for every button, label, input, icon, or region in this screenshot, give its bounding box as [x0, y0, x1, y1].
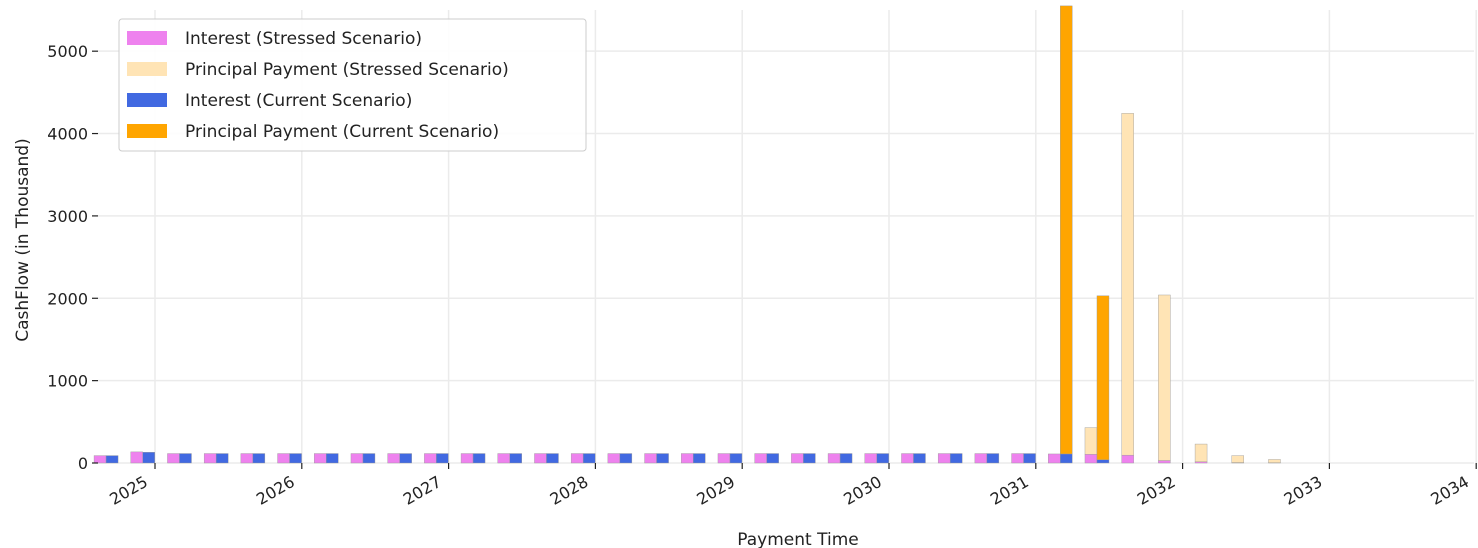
bar-interest-current: [509, 453, 522, 464]
bar-interest-current: [1060, 453, 1073, 464]
bar-interest-stressed: [644, 453, 657, 464]
bar-interest-stressed: [167, 453, 180, 464]
bar-interest-current: [472, 453, 486, 464]
legend-swatch-interest-current: [127, 93, 167, 107]
bar-interest-current: [803, 453, 816, 464]
legend-swatch-principal-current: [127, 124, 167, 138]
bar-interest-current: [729, 453, 743, 464]
x-tick-label: 2025: [106, 472, 151, 509]
bar-interest-stressed: [791, 453, 804, 464]
legend-label-principal-stressed: Principal Payment (Stressed Scenario): [185, 60, 509, 80]
bar-principal-current: [1096, 295, 1110, 460]
x-tick-label: 2032: [1134, 472, 1179, 509]
bar-interest-current: [986, 453, 1000, 464]
y-tick-label: 0: [78, 454, 88, 473]
y-axis-label: CashFlow (in Thousand): [13, 138, 33, 341]
x-tick-label: 2028: [547, 472, 592, 509]
bar-interest-current: [1023, 453, 1036, 464]
bar-interest-stressed: [497, 453, 510, 464]
bar-interest-current: [362, 453, 376, 464]
legend-swatch-principal-stressed: [127, 62, 167, 76]
bar-interest-stressed: [864, 453, 877, 464]
bar-interest-stressed: [827, 453, 841, 464]
bar-interest-stressed: [937, 453, 951, 464]
bar-interest-stressed: [350, 453, 364, 464]
legend-frame: [118, 18, 587, 152]
bar-interest-stressed: [1048, 453, 1061, 464]
bar-interest-stressed: [203, 453, 217, 464]
bar-interest-stressed: [681, 453, 694, 464]
bar-interest-stressed: [424, 453, 437, 464]
bar-interest-current: [1096, 459, 1110, 464]
bar-interest-current: [582, 453, 596, 464]
bar-interest-stressed: [901, 453, 914, 464]
legend: Interest (Stressed Scenario) Principal P…: [118, 18, 587, 152]
bar-interest-current: [656, 453, 669, 464]
legend-label-interest-current: Interest (Current Scenario): [185, 91, 412, 111]
bar-interest-stressed: [277, 453, 290, 464]
y-tick-label: 3000: [47, 207, 88, 226]
bar-principal-stressed: [1121, 113, 1134, 456]
bar-interest-current: [766, 453, 779, 464]
bar-interest-current: [399, 453, 412, 464]
bar-interest-current: [436, 453, 449, 464]
x-tick-label: 2027: [400, 472, 445, 509]
x-tick-label: 2033: [1281, 472, 1326, 509]
bar-interest-stressed: [607, 453, 621, 464]
bar-interest-current: [105, 455, 119, 464]
x-tick-label: 2026: [253, 472, 298, 509]
bar-interest-stressed: [240, 453, 254, 464]
bar-interest-stressed: [130, 451, 143, 464]
bar-interest-current: [839, 453, 853, 464]
bar-interest-current: [142, 452, 155, 464]
bar-interest-stressed: [1011, 453, 1024, 464]
y-tick-label: 1000: [47, 372, 88, 391]
bars-layer: [93, 5, 1281, 464]
legend-label-interest-stressed: Interest (Stressed Scenario): [185, 29, 422, 49]
bar-interest-stressed: [314, 453, 327, 464]
legend-swatch-interest-stressed: [127, 31, 167, 45]
bar-principal-stressed: [1158, 294, 1171, 461]
bar-interest-stressed: [974, 453, 988, 464]
bar-principal-stressed: [1268, 459, 1281, 463]
bar-interest-current: [179, 453, 192, 464]
bar-interest-current: [619, 453, 633, 464]
bar-interest-current: [326, 453, 339, 464]
bar-interest-stressed: [717, 453, 731, 464]
bar-interest-stressed: [93, 455, 107, 464]
x-tick-label: 2034: [1427, 472, 1472, 509]
bar-interest-stressed: [570, 453, 584, 464]
bar-interest-stressed: [754, 453, 767, 464]
x-tick-label: 2030: [840, 472, 885, 509]
bar-interest-current: [252, 453, 266, 464]
x-axis-label: Payment Time: [737, 530, 858, 548]
bar-interest-stressed: [387, 453, 400, 464]
y-tick-label: 4000: [47, 125, 88, 144]
bar-principal-stressed: [1194, 443, 1208, 462]
bar-interest-stressed: [1121, 454, 1134, 464]
bar-interest-current: [693, 453, 706, 464]
x-tick-label: 2031: [987, 472, 1032, 509]
bar-interest-current: [876, 453, 889, 464]
bar-interest-current: [289, 453, 302, 464]
bar-principal-stressed: [1084, 427, 1098, 455]
x-tick-label: 2029: [693, 472, 738, 509]
bar-principal-current: [1060, 5, 1073, 455]
bar-interest-stressed: [460, 453, 474, 464]
y-tick-label: 5000: [47, 42, 88, 61]
bar-interest-stressed: [1084, 454, 1098, 464]
bar-interest-current: [546, 453, 559, 464]
bar-principal-stressed: [1231, 455, 1244, 463]
legend-label-principal-current: Principal Payment (Current Scenario): [185, 122, 499, 142]
bar-interest-current: [215, 453, 229, 464]
y-tick-label: 2000: [47, 289, 88, 308]
bar-interest-current: [949, 453, 963, 464]
bar-interest-stressed: [1158, 460, 1171, 464]
bar-interest-stressed: [534, 453, 547, 464]
bar-interest-current: [913, 453, 926, 464]
